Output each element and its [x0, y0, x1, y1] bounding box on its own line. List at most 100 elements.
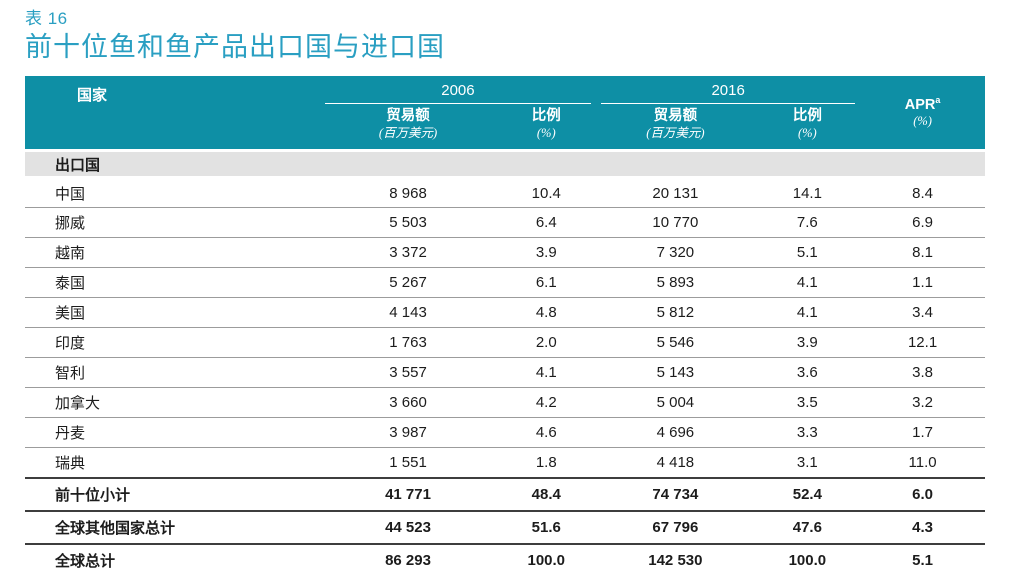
trade-2006-cell: 3 987: [319, 417, 497, 449]
apr-cell: 3.4: [860, 297, 985, 329]
table-row: 印度 1 763 2.0 5 546 3.9 12.1: [25, 327, 985, 359]
share-2016-cell: 3.1: [754, 447, 861, 479]
trade-2016-label: 贸易额: [653, 107, 698, 124]
table-number-label: 表 16: [25, 9, 68, 28]
country-cell: 瑞典: [25, 447, 320, 479]
table-row: 泰国 5 267 6.1 5 893 4.1 1.1: [25, 267, 985, 299]
apr-cell: 5.1: [860, 542, 985, 577]
trade-2006-cell: 1 763: [319, 327, 497, 359]
country-cell: 智利: [25, 357, 320, 389]
share-2016-unit: (%): [797, 126, 817, 141]
trade-2016-cell: 5 546: [596, 327, 755, 359]
table-row: 丹麦 3 987 4.6 4 696 3.3 1.7: [25, 417, 985, 449]
apr-cell: 6.0: [860, 476, 985, 511]
share-2006-cell: 1.8: [496, 447, 597, 479]
trade-2006-cell: 3 557: [319, 357, 497, 389]
share-2016-cell: 3.5: [754, 387, 861, 419]
table-body: 出口国 中国 8 968 10.4 20 131 14.1 8.4 挪威 5 503 6.4 10…: [25, 149, 985, 577]
apr-cell: 3.2: [860, 387, 985, 419]
country-cell: 印度: [25, 327, 320, 359]
trade-2006-cell: 86 293: [319, 542, 497, 577]
trade-2006-cell: 5 503: [319, 207, 497, 239]
trade-2006-cell: 3 372: [319, 237, 497, 269]
share-2006-cell: 4.8: [496, 297, 597, 329]
table-row: 挪威 5 503 6.4 10 770 7.6 6.9: [25, 207, 985, 239]
share-2006-cell: 48.4: [496, 476, 597, 511]
trade-2016-cell: 10 770: [596, 207, 755, 239]
page-title: 前十位鱼和鱼产品出口国与进口国: [25, 32, 445, 63]
sub-header-row: 贸易额 (百万美元) 比例 (%) 贸易额 (百万美元) 比例 (%): [25, 103, 985, 151]
trade-2016-cell: 142 530: [596, 542, 755, 577]
country-cell: 美国: [25, 297, 320, 329]
share-2006-cell: 4.6: [496, 417, 597, 449]
trade-2006-cell: 1 551: [319, 447, 497, 479]
column-group-2006: 2006: [319, 75, 597, 104]
apr-cell: 12.1: [860, 327, 985, 359]
trade-2006-cell: 44 523: [319, 509, 497, 544]
table-row: 瑞典 1 551 1.8 4 418 3.1 11.0: [25, 447, 985, 479]
share-2016-cell: 4.1: [754, 267, 861, 299]
apr-cell: 4.3: [860, 509, 985, 544]
trade-2016-unit: (百万美元): [646, 126, 705, 141]
apr-cell: 1.1: [860, 267, 985, 299]
section-row-exporters: 出口国: [25, 149, 985, 180]
share-2016-cell: 3.6: [754, 357, 861, 389]
trade-2006-cell: 8 968: [319, 177, 497, 209]
share-2016-cell: 3.3: [754, 417, 861, 449]
trade-2006-cell: 5 267: [319, 267, 497, 299]
apr-cell: 8.1: [860, 237, 985, 269]
apr-label: APRa: [904, 95, 941, 114]
apr-unit: (%): [913, 114, 932, 129]
table-row: 越南 3 372 3.9 7 320 5.1 8.1: [25, 237, 985, 269]
country-cell: 前十位小计: [25, 476, 320, 511]
country-cell: 全球其他国家总计: [25, 509, 320, 544]
trade-2016-cell: 7 320: [596, 237, 755, 269]
share-2006-cell: 2.0: [496, 327, 597, 359]
column-header-share-2016: 比例 (%): [754, 103, 861, 151]
country-cell: 越南: [25, 237, 320, 269]
column-header-country: 国家: [25, 75, 320, 151]
column-header-share-2006: 比例 (%): [496, 103, 597, 151]
share-2006-unit: (%): [536, 126, 556, 141]
share-2006-cell: 6.1: [496, 267, 597, 299]
trade-2016-cell: 67 796: [596, 509, 755, 544]
apr-cell: 6.9: [860, 207, 985, 239]
share-2006-cell: 10.4: [496, 177, 597, 209]
trade-2016-cell: 20 131: [596, 177, 755, 209]
share-2016-cell: 7.6: [754, 207, 861, 239]
apr-cell: 8.4: [860, 177, 985, 209]
apr-cell: 11.0: [860, 447, 985, 479]
share-2006-cell: 6.4: [496, 207, 597, 239]
share-2016-cell: 14.1: [754, 177, 861, 209]
column-group-2016: 2016: [596, 75, 861, 104]
column-header-trade-2006: 贸易额 (百万美元): [319, 103, 497, 151]
summary-row: 前十位小计 41 771 48.4 74 734 52.4 6.0: [25, 476, 985, 511]
summary-row: 全球总计 86 293 100.0 142 530 100.0 5.1: [25, 542, 985, 577]
share-2016-cell: 52.4: [754, 476, 861, 511]
share-2006-cell: 51.6: [496, 509, 597, 544]
column-header-apr: APRa (%): [860, 75, 985, 151]
share-2016-cell: 3.9: [754, 327, 861, 359]
apr-cell: 3.8: [860, 357, 985, 389]
trade-2016-cell: 4 696: [596, 417, 755, 449]
country-cell: 挪威: [25, 207, 320, 239]
trade-2006-cell: 3 660: [319, 387, 497, 419]
apr-superscript: a: [935, 95, 941, 106]
share-2016-label: 比例: [792, 107, 822, 124]
share-2006-cell: 100.0: [496, 542, 597, 577]
country-cell: 丹麦: [25, 417, 320, 449]
summary-row: 全球其他国家总计 44 523 51.6 67 796 47.6 4.3: [25, 509, 985, 544]
trade-2006-unit: (百万美元): [378, 126, 438, 141]
share-2006-label: 比例: [531, 107, 561, 124]
year-header-row: 国家 2006 2016 APRa (%): [25, 75, 985, 151]
share-2016-cell: 100.0: [754, 542, 861, 577]
country-cell: 中国: [25, 177, 320, 209]
table-row: 中国 8 968 10.4 20 131 14.1 8.4: [25, 177, 985, 209]
trade-2016-cell: 5 004: [596, 387, 755, 419]
trade-2006-label: 贸易额: [386, 107, 430, 124]
apr-cell: 1.7: [860, 417, 985, 449]
trade-2006-cell: 4 143: [319, 297, 497, 329]
trade-2016-cell: 5 893: [596, 267, 755, 299]
trade-2006-cell: 41 771: [319, 476, 497, 511]
table-row: 加拿大 3 660 4.2 5 004 3.5 3.2: [25, 387, 985, 419]
